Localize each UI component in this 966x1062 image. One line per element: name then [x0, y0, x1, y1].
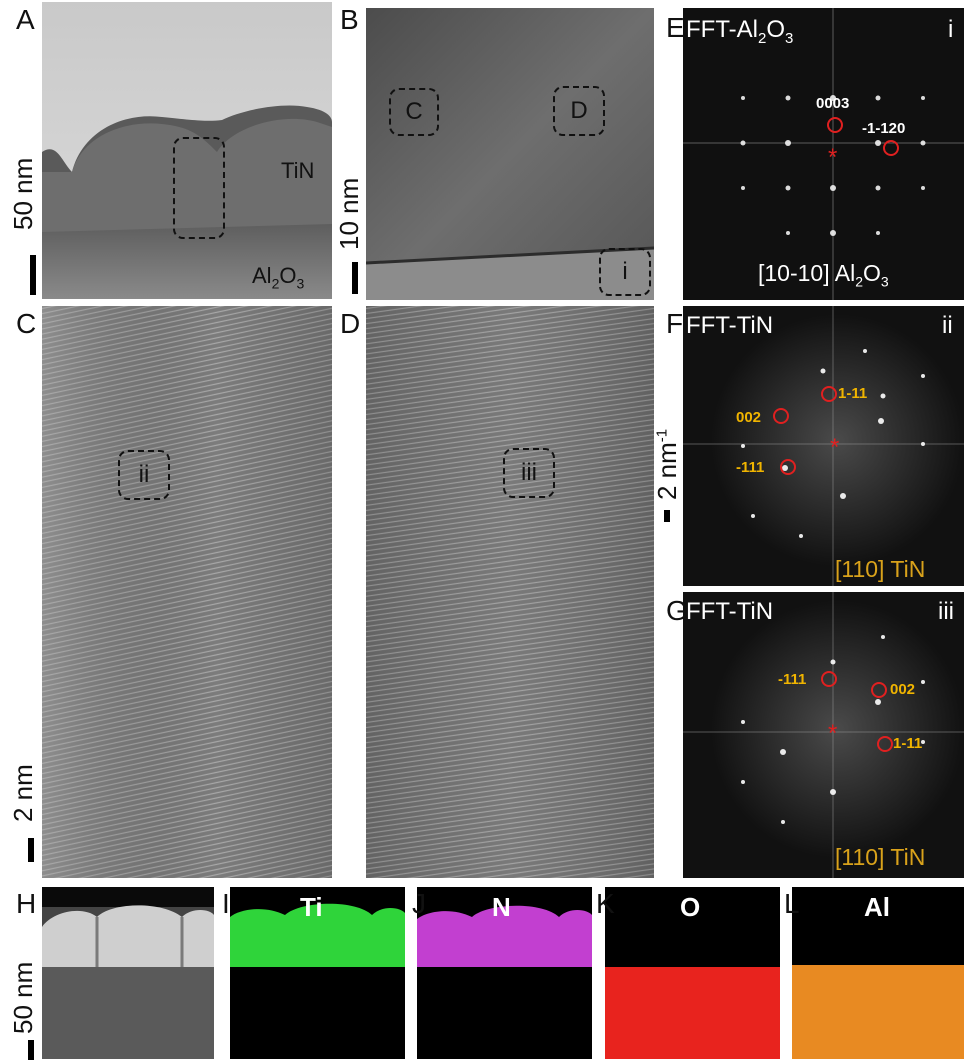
- spot-label-1-11-g: 1-11: [893, 735, 923, 752]
- panel-j-n-map: [417, 887, 592, 1059]
- panel-label-f: F: [666, 308, 684, 339]
- panel-label-g: G: [666, 595, 688, 626]
- panel-h-haadf: [42, 887, 214, 1059]
- roman-f: ii: [942, 312, 953, 339]
- roman-e: i: [948, 16, 954, 43]
- scalebar-label-a: 50 nm: [8, 157, 38, 230]
- scalebar-label-b: 10 nm: [334, 177, 364, 250]
- scalebar-label-f: 2 nm-1: [652, 428, 682, 500]
- panel-e-fft: [683, 8, 964, 300]
- panel-label-e: E: [666, 12, 685, 43]
- center-star-f: *: [830, 434, 840, 461]
- scalebar-c: [28, 838, 34, 862]
- panel-c-hrtem: [42, 306, 332, 878]
- center-star-e: *: [828, 144, 838, 171]
- scalebar-label-c: 2 nm: [8, 764, 38, 822]
- spot-label-002-g: 002: [890, 681, 916, 698]
- panel-f-fft: [683, 306, 964, 586]
- scalebar-label-h: 50 nm: [8, 961, 38, 1034]
- panel-label-a: A: [16, 4, 35, 35]
- roi-box-i: i: [599, 248, 651, 296]
- zone-axis-e: [10-10] Al2O3: [758, 260, 889, 290]
- panel-k-o-map: [605, 887, 780, 1059]
- fft-title-g: FFT-TiN: [686, 598, 774, 625]
- spot-label-111-f: -111: [736, 459, 765, 476]
- panel-label-k: K: [596, 888, 615, 919]
- scalebar-f: [664, 510, 670, 522]
- panel-label-d: D: [340, 308, 361, 339]
- panel-l-al-map: [792, 887, 964, 1059]
- panel-label-c: C: [16, 308, 37, 339]
- element-label-al: Al: [864, 892, 890, 922]
- element-label-ti: Ti: [300, 892, 323, 922]
- panel-i-ti-map: [230, 887, 405, 1059]
- label-al2o3-a: Al2O3: [252, 263, 305, 292]
- scalebar-b: [352, 262, 358, 294]
- center-star-g: *: [828, 720, 838, 747]
- fft-title-e: FFT-Al2O3: [686, 16, 794, 47]
- label-tin-a: TiN: [281, 158, 315, 183]
- panel-label-l: L: [784, 888, 800, 919]
- fft-title-f: FFT-TiN: [686, 312, 774, 339]
- roi-box-iii: iii: [503, 448, 555, 498]
- panel-d-hrtem: [366, 306, 654, 878]
- roi-box-a: [173, 137, 225, 239]
- spot-label-1-11-f: 1-11: [838, 385, 868, 402]
- spot-label-1120: -1-120: [862, 120, 906, 137]
- spot-label-111-g: -111: [778, 671, 807, 688]
- roi-box-c: C: [389, 88, 439, 136]
- panel-label-h: H: [16, 888, 37, 919]
- spot-label-002-f: 002: [736, 409, 762, 426]
- scalebar-h: [28, 1040, 34, 1060]
- spot-label-0003: 0003: [816, 95, 850, 112]
- zone-axis-f: [110] TiN: [835, 556, 926, 582]
- zone-axis-g: [110] TiN: [835, 844, 926, 870]
- element-label-o: O: [680, 892, 701, 922]
- panel-label-j: J: [412, 888, 426, 919]
- panel-label-i: I: [222, 888, 230, 919]
- roi-box-d: D: [553, 86, 605, 136]
- roman-g: iii: [938, 598, 954, 625]
- panel-label-b: B: [340, 4, 359, 35]
- element-label-n: N: [492, 892, 511, 922]
- panel-g-fft: [683, 592, 964, 878]
- roi-box-ii: ii: [118, 450, 170, 500]
- panel-a-tem-image: [42, 2, 332, 299]
- scalebar-a: [30, 255, 36, 295]
